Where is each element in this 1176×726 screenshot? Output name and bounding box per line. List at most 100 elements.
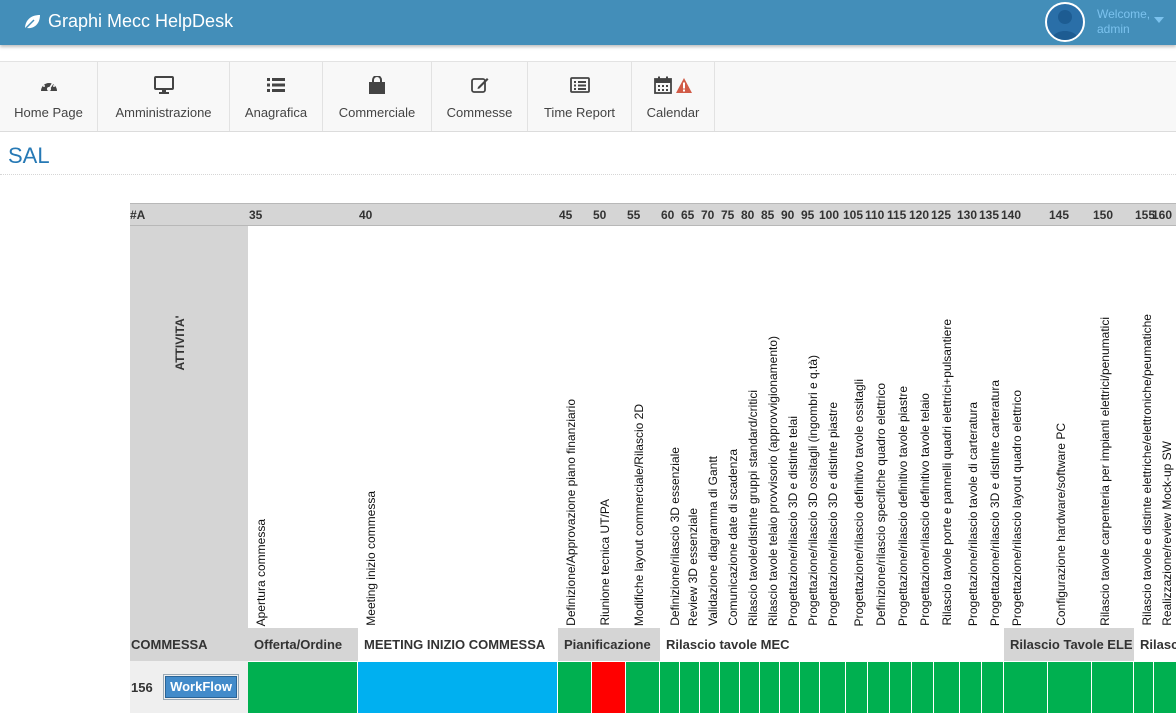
status-cell[interactable] (248, 662, 358, 713)
divider (0, 174, 1176, 175)
column-number: 65 (681, 208, 695, 222)
activity-label: Review 3D essenziale (686, 507, 700, 626)
activity-label: Riunione tecnica UT/PA (598, 499, 612, 626)
column-number: 160 (1152, 208, 1173, 222)
status-cell[interactable] (868, 662, 890, 713)
status-cell[interactable] (780, 662, 800, 713)
status-cell[interactable] (1092, 662, 1134, 713)
phase-row: COMMESSA Offerta/Ordine MEETING INIZIO CO… (130, 628, 1176, 661)
status-cell[interactable] (626, 662, 660, 713)
activity-label: Progettazione/rilascio definitivo tavole… (918, 393, 932, 626)
phase-label: Rilascio tavole MEC (666, 637, 790, 652)
status-cell[interactable] (358, 662, 558, 713)
status-cell[interactable] (934, 662, 960, 713)
menu-label: Time Report (543, 105, 616, 120)
menu-label: Commerciale (338, 105, 416, 120)
phase-label: Pianificazione (558, 628, 660, 661)
status-cell[interactable] (1154, 662, 1176, 713)
phase-label: Offerta/Ordine (248, 628, 358, 661)
status-cell[interactable] (1048, 662, 1092, 713)
status-cell[interactable] (740, 662, 760, 713)
monitor-icon (153, 76, 174, 94)
column-number: 135 (979, 208, 1000, 222)
status-cell[interactable] (890, 662, 912, 713)
status-cell[interactable] (558, 662, 592, 713)
activity-label: Rilascio tavole carpenteria per impianti… (1098, 317, 1112, 626)
phase-label: Rilascio Tavole ELE (1004, 628, 1134, 661)
status-cell[interactable] (1004, 662, 1048, 713)
status-cell[interactable] (1134, 662, 1154, 713)
menu-item-calendar[interactable]: Calendar (632, 62, 715, 131)
activity-label: Configurazione hardware/software PC (1054, 423, 1068, 626)
activity-label: Definizione/Approvazione piano finanziar… (564, 399, 578, 626)
phase-label: MEETING INIZIO COMMESSA (364, 637, 546, 652)
menu-item-amministrazione[interactable]: Amministrazione (98, 62, 230, 131)
activity-label: Realizzazione/review Mock-up SW (1160, 441, 1174, 626)
activity-label: Modifiche layout commerciale/Rilascio 2D (632, 403, 646, 626)
column-number: 95 (801, 208, 815, 222)
menu-label: Anagrafica (244, 105, 308, 120)
warning-icon (676, 77, 692, 93)
column-number: 120 (909, 208, 930, 222)
phase-label: Rilascio (1140, 637, 1176, 652)
column-number: 50 (593, 208, 607, 222)
status-cell[interactable] (592, 662, 626, 713)
column-number: 140 (1001, 208, 1022, 222)
activity-label: Progettazione/rilascio 3D e distinte pia… (826, 401, 840, 626)
status-cell[interactable] (846, 662, 868, 713)
welcome-text: Welcome, (1097, 7, 1151, 21)
status-cell[interactable] (982, 662, 1004, 713)
sal-grid: #A 35 40 45 50 55 60 65 70 75 80 85 90 95 100 105 110 11… (130, 203, 1176, 713)
menu-item-commesse[interactable]: Commesse (432, 62, 528, 131)
chevron-down-icon[interactable] (1154, 17, 1164, 23)
activity-label: Comunicazione date di scadenza (726, 449, 740, 626)
activity-label: Rilascio tavole/distinte gruppi standard… (746, 389, 760, 626)
column-number: 60 (661, 208, 675, 222)
menu-label: Calendar (646, 105, 700, 120)
column-number: 55 (627, 208, 641, 222)
dashboard-icon (40, 81, 57, 91)
column-number: 45 (559, 208, 573, 222)
status-cell[interactable] (700, 662, 720, 713)
menu-item-anagrafica[interactable]: Anagrafica (230, 62, 323, 131)
workflow-button[interactable]: WorkFlow (163, 674, 239, 700)
status-cell[interactable] (680, 662, 700, 713)
status-cell[interactable] (960, 662, 982, 713)
column-number: 105 (843, 208, 864, 222)
status-cell[interactable] (720, 662, 740, 713)
column-number: 150 (1093, 208, 1114, 222)
user-name: admin (1097, 22, 1130, 36)
column-number: 125 (931, 208, 952, 222)
activity-label: Meeting inizio commessa (364, 491, 378, 626)
user-welcome[interactable]: Welcome, admin (1097, 7, 1150, 37)
column-number-header: #A 35 40 45 50 55 60 65 70 75 80 85 90 95 100 105 110 11… (130, 203, 1176, 226)
user-avatar[interactable] (1045, 2, 1085, 42)
shopping-bag-icon (369, 76, 385, 94)
column-number: 70 (701, 208, 715, 222)
menu-item-home-page[interactable]: Home Page (0, 62, 98, 131)
status-cell[interactable] (760, 662, 780, 713)
user-icon (1052, 10, 1078, 40)
activity-label: Progettazione/rilascio layout quadro ele… (1010, 389, 1024, 626)
menu-label: Amministrazione (115, 105, 212, 120)
column-number: 90 (781, 208, 795, 222)
activity-label: Progettazione/rilascio tavole di cartera… (966, 401, 980, 626)
column-number: 100 (819, 208, 840, 222)
app-brand[interactable]: Graphi Mecc HelpDesk (22, 11, 233, 32)
activity-label: Definizione/rilascio 3D essenziale (668, 447, 682, 626)
column-number: 115 (887, 208, 907, 222)
edit-icon (470, 78, 488, 93)
menu-item-time-report[interactable]: Time Report (528, 62, 632, 131)
activity-label: Progettazione/rilascio definitivo tavole… (896, 385, 910, 626)
menu-item-commerciale[interactable]: Commerciale (323, 62, 432, 131)
status-cell[interactable] (660, 662, 680, 713)
row-id-cell: 156 WorkFlow (130, 661, 248, 713)
activity-label: Rilascio tavole porte e pannelli quadri … (940, 319, 954, 626)
activity-label: Progettazione/rilascio 3D ossitagli (ing… (806, 355, 820, 626)
status-cell[interactable] (912, 662, 934, 713)
column-number: 35 (249, 208, 263, 222)
column-number: 80 (741, 208, 755, 222)
commessa-header: COMMESSA (130, 628, 248, 661)
status-cell[interactable] (800, 662, 820, 713)
status-cell[interactable] (820, 662, 846, 713)
